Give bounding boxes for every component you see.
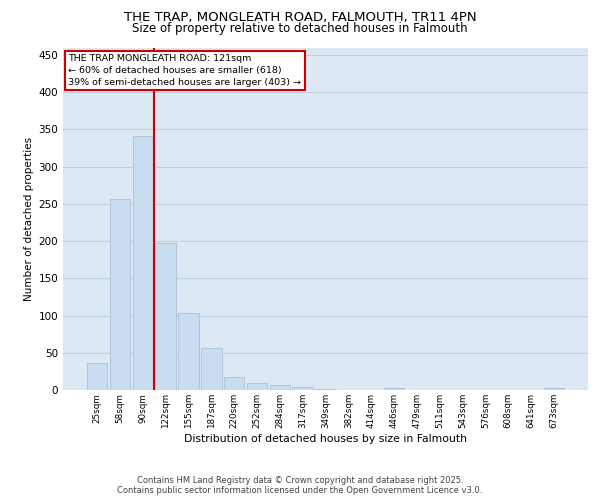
Bar [201, 348, 221, 390]
Bar [87, 363, 107, 390]
X-axis label: Distribution of detached houses by size in Falmouth: Distribution of detached houses by size … [184, 434, 467, 444]
Bar [110, 200, 130, 390]
Text: Size of property relative to detached houses in Falmouth: Size of property relative to detached ho… [132, 22, 468, 35]
Text: Contains HM Land Registry data © Crown copyright and database right 2025.
Contai: Contains HM Land Registry data © Crown c… [118, 476, 482, 495]
Bar [155, 244, 176, 390]
Bar [544, 388, 564, 390]
Bar [178, 312, 199, 390]
Bar [224, 376, 244, 390]
Bar [292, 387, 313, 390]
Bar [133, 136, 153, 390]
Bar [247, 382, 267, 390]
Y-axis label: Number of detached properties: Number of detached properties [24, 136, 34, 301]
Text: THE TRAP MONGLEATH ROAD: 121sqm
← 60% of detached houses are smaller (618)
39% o: THE TRAP MONGLEATH ROAD: 121sqm ← 60% of… [68, 54, 301, 87]
Bar [384, 388, 404, 390]
Text: THE TRAP, MONGLEATH ROAD, FALMOUTH, TR11 4PN: THE TRAP, MONGLEATH ROAD, FALMOUTH, TR11… [124, 11, 476, 24]
Bar [269, 385, 290, 390]
